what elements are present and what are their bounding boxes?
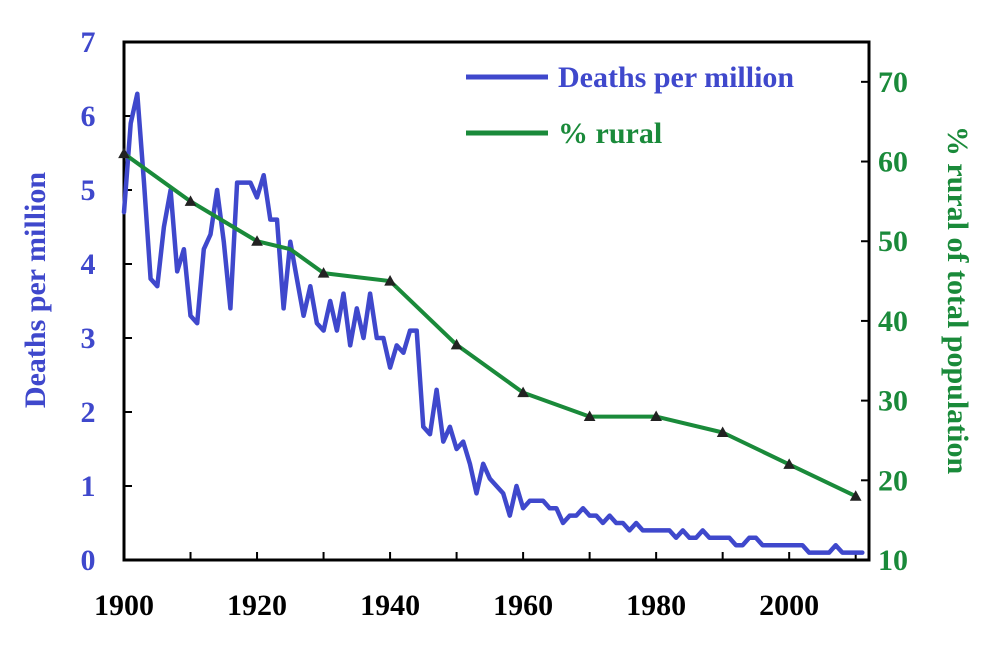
y-right-tick-label: 30: [878, 385, 908, 418]
rural-point-marker: [583, 410, 596, 422]
legend-label-deaths: Deaths per million: [558, 61, 794, 94]
y-right-tick-label: 60: [878, 146, 908, 179]
rural-point-marker: [849, 490, 862, 501]
y-left-tick-label: 6: [81, 100, 96, 133]
x-tick-label: 1980: [626, 589, 686, 622]
y-left-tick-label: 2: [81, 396, 96, 429]
rural-point-marker: [450, 338, 463, 350]
legend: Deaths per million % rural: [466, 61, 794, 150]
series-line-deaths: [121, 91, 865, 555]
rural-point-marker: [118, 147, 130, 159]
x-tick-label: 2000: [759, 589, 819, 622]
y-left-tick-label: 1: [81, 470, 96, 503]
rural-point-marker: [650, 410, 662, 422]
y-left-axis-title: Deaths per million: [19, 172, 52, 408]
rural-point-marker: [251, 235, 263, 246]
rural-point-marker: [783, 458, 796, 469]
y-left-tick-label: 4: [81, 248, 96, 281]
series-line-rural: [122, 151, 858, 499]
y-right-axis-title: % rural of total population: [941, 126, 974, 475]
x-tick-label: 1960: [493, 589, 553, 622]
x-tick-label: 1920: [227, 589, 287, 622]
plot-frame: [122, 40, 871, 562]
legend-label-rural: % rural: [558, 117, 662, 150]
x-tick-label: 1900: [94, 589, 154, 622]
y-right-tick-label: 40: [878, 305, 908, 338]
y-right-tick-label: 20: [878, 464, 908, 497]
x-tick-label: 1940: [360, 589, 420, 622]
rural-point-marker: [184, 195, 197, 206]
y-left-tick-label: 0: [81, 544, 96, 577]
rural-point-marker: [317, 267, 330, 278]
y-left-tick-label: 7: [81, 26, 96, 59]
rural-point-marker: [716, 426, 729, 437]
y-right-tick-label: 70: [878, 66, 908, 99]
y-right-tick-label: 10: [878, 544, 908, 577]
y-right-tick-label: 50: [878, 225, 908, 258]
rural-point-marker: [384, 275, 396, 286]
y-left-tick-label: 5: [81, 174, 96, 207]
y-left-tick-label: 3: [81, 322, 96, 355]
rural-point-marker: [517, 386, 529, 398]
